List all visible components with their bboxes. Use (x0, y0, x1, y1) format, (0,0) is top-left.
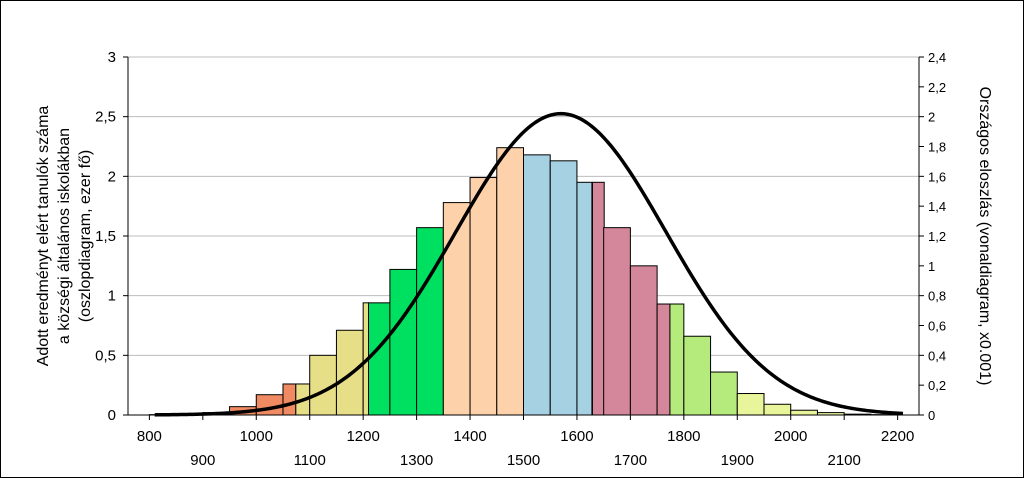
bar-19 (591, 181, 605, 416)
gridlines (128, 56, 919, 356)
y2-tick-label-12: 2,4 (928, 50, 946, 65)
y-tick-label-0: 0 (108, 407, 116, 424)
x-tick-label-3: 1100 (294, 452, 326, 469)
y2-tick-label-11: 2,2 (928, 80, 946, 95)
x-tick-label-13: 2100 (827, 452, 860, 469)
x-tick-label-4: 1200 (346, 428, 379, 445)
distribution-curve (154, 111, 904, 417)
y-tick-label-2: 1 (108, 288, 116, 305)
y-tick-label-5: 2,5 (95, 109, 116, 126)
y2-tick-label-2: 0,4 (928, 348, 946, 363)
y-axis-title-line-3: (oszlopdiagram, ezer fő) (77, 150, 94, 323)
bar-26 (736, 393, 765, 416)
x-tick-label-10: 1800 (667, 428, 700, 445)
distribution-curve-line (154, 111, 904, 417)
x-tick-label-5: 1300 (400, 452, 433, 469)
bar-25 (710, 371, 738, 416)
y-tick-label-4: 2 (108, 168, 116, 185)
tick-labels: 0 0,5 1 1,5 2 2,5 3 0 0,2 0,4 0,6 0,8 1 1,2 1,4 1,6 1,8 2… (95, 49, 946, 469)
x-tick-label-7: 1500 (507, 452, 540, 469)
bar-11 (389, 268, 418, 416)
x-tick-label-12: 2000 (774, 428, 807, 445)
bars (148, 147, 899, 416)
bar-17 (549, 160, 578, 416)
y2-tick-label-0: 0 (928, 408, 935, 423)
y2-tick-label-10: 2 (928, 110, 935, 125)
y2-tick-label-3: 0,6 (928, 319, 946, 334)
bar-13 (442, 202, 471, 416)
y2-tick-label-7: 1,4 (928, 199, 946, 214)
bar-24 (683, 335, 712, 416)
x-tick-label-8: 1600 (560, 428, 593, 445)
bar-12 (416, 227, 444, 416)
x-tick-label-14: 2200 (881, 428, 914, 445)
y-axis-title-line-2: a községi általános iskolákban (56, 128, 73, 344)
y-tick-label-1: 0,5 (95, 347, 116, 364)
y2-tick-label-6: 1,2 (928, 229, 946, 244)
bar-18 (576, 181, 593, 416)
y2-tick-label-9: 1,8 (928, 140, 946, 155)
y2-tick-label-4: 0,8 (928, 289, 946, 304)
axis-titles: Adott eredményt elért tanulók száma a kö… (35, 87, 993, 386)
bar-28 (790, 409, 818, 416)
y2-tick-label-5: 1 (928, 259, 935, 274)
x-tick-label-6: 1400 (453, 428, 486, 445)
bar-23 (669, 303, 685, 416)
y2-axis-title: Országos eloszlás (vonaldiagram, x0.001) (976, 87, 993, 386)
bar-16 (523, 154, 551, 416)
x-tick-label-1: 900 (190, 452, 215, 469)
bar-20 (603, 227, 631, 416)
x-tick-label-11: 1900 (721, 452, 754, 469)
y2-tick-label-1: 0,2 (928, 378, 946, 393)
y-axis-title-line-1: Adott eredményt elért tanulók száma (35, 106, 52, 367)
bar-27 (763, 403, 792, 416)
x-tick-label-2: 1000 (240, 428, 273, 445)
bar-15 (496, 147, 524, 416)
bar-14 (469, 177, 498, 416)
bar-5 (282, 383, 297, 416)
y-tick-label-6: 3 (108, 49, 116, 66)
x-tick-label-0: 800 (137, 428, 162, 445)
y-tick-label-3: 1,5 (95, 228, 116, 245)
y2-tick-label-8: 1,6 (928, 169, 946, 184)
axes (123, 56, 924, 420)
bar-21 (629, 265, 658, 416)
bar-22 (656, 303, 671, 416)
bar-10 (368, 302, 391, 416)
x-tick-label-9: 1700 (614, 452, 647, 469)
